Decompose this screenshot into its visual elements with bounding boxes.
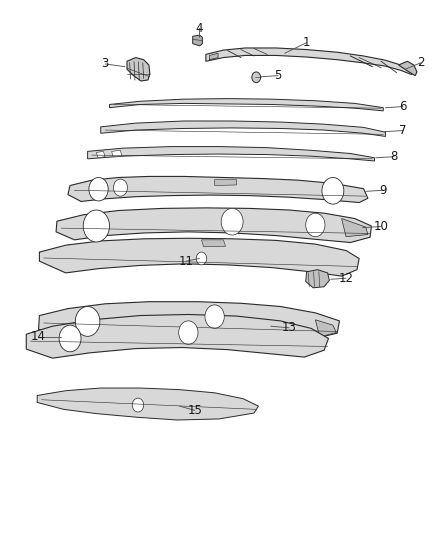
Text: 14: 14 <box>31 330 46 343</box>
Circle shape <box>89 177 108 201</box>
Polygon shape <box>399 61 417 76</box>
Text: 13: 13 <box>282 321 297 334</box>
Text: 12: 12 <box>339 272 353 285</box>
Polygon shape <box>110 99 383 111</box>
Text: 8: 8 <box>391 150 398 163</box>
Circle shape <box>75 306 100 336</box>
Polygon shape <box>127 58 150 81</box>
Text: 1: 1 <box>303 36 311 49</box>
Circle shape <box>196 252 207 265</box>
Polygon shape <box>56 208 371 243</box>
Circle shape <box>132 398 144 412</box>
Circle shape <box>205 305 224 328</box>
Polygon shape <box>101 121 385 136</box>
Text: 9: 9 <box>379 184 387 197</box>
Circle shape <box>113 179 127 196</box>
Polygon shape <box>39 302 339 340</box>
Polygon shape <box>315 320 336 337</box>
Polygon shape <box>342 219 368 237</box>
Text: 7: 7 <box>399 124 407 137</box>
Circle shape <box>221 208 243 235</box>
Polygon shape <box>39 238 359 276</box>
Polygon shape <box>306 270 329 288</box>
Circle shape <box>179 321 198 344</box>
Polygon shape <box>201 240 226 247</box>
Polygon shape <box>96 151 105 158</box>
Circle shape <box>306 213 325 237</box>
Text: 10: 10 <box>374 220 389 233</box>
Text: 5: 5 <box>275 69 282 82</box>
Polygon shape <box>88 147 374 161</box>
Polygon shape <box>68 176 368 203</box>
Polygon shape <box>37 388 258 420</box>
Text: 4: 4 <box>195 22 203 35</box>
Polygon shape <box>112 150 122 157</box>
Text: 15: 15 <box>187 404 202 417</box>
Polygon shape <box>215 180 237 185</box>
Circle shape <box>59 325 81 352</box>
Text: 11: 11 <box>179 255 194 268</box>
Polygon shape <box>193 35 202 46</box>
Circle shape <box>252 72 261 83</box>
Circle shape <box>322 177 344 204</box>
Circle shape <box>83 210 110 242</box>
Text: 3: 3 <box>102 58 109 70</box>
Polygon shape <box>206 48 412 75</box>
Text: 6: 6 <box>399 100 407 113</box>
Polygon shape <box>26 314 328 358</box>
Text: 2: 2 <box>417 56 424 69</box>
Polygon shape <box>209 53 218 60</box>
